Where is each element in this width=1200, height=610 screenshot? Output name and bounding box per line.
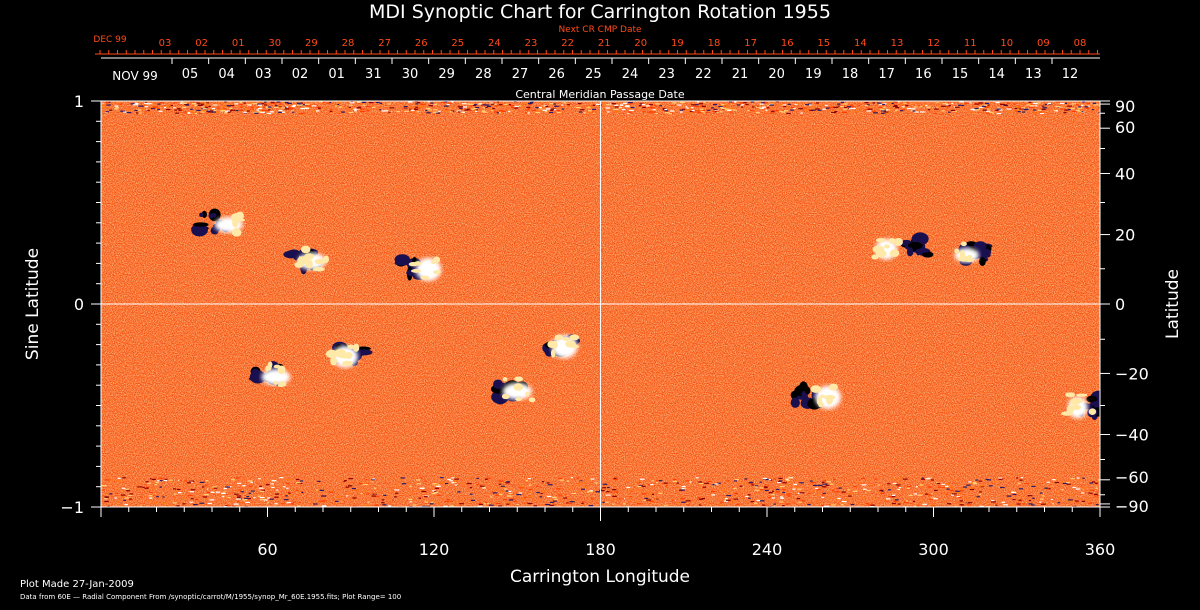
y-right-tick-label: 0 [1115,295,1125,314]
next-cr-day-label: 21 [598,38,611,49]
next-cr-day-label: 13 [891,38,904,49]
next-cr-day-label: 18 [708,38,721,49]
top-axis-cmp: NOV 99 Central Meridian Passage Date 05 0… [101,57,1100,101]
cmp-day-label: 25 [585,67,602,82]
next-cr-day-label: 22 [561,38,574,49]
active-region [790,381,841,410]
y-right-tick-label: −90 [1115,497,1149,516]
next-cr-day-label: 29 [305,38,318,49]
cmp-day-label: 26 [548,67,565,82]
next-cr-day-label: 08 [1074,38,1087,49]
active-region [325,341,373,368]
y-left-tick-label: 0 [74,295,84,314]
next-cr-month: DEC 99 [93,35,126,45]
cmp-month: NOV 99 [112,69,158,83]
cmp-day-label: 04 [218,67,235,82]
cmp-day-label: 24 [622,67,639,82]
cmp-day-label: 18 [842,67,859,82]
y-right-tick-label: −20 [1115,364,1149,383]
x-tick-label: 360 [1085,540,1116,559]
next-cr-day-label: 23 [525,38,538,49]
cmp-day-label: 22 [695,67,712,82]
x-tick-label: 120 [419,540,450,559]
y-right-tick-label: −40 [1115,425,1149,444]
next-cr-day-label: 12 [927,38,940,49]
y-right-tick-label: 20 [1115,226,1135,245]
active-region [248,361,291,387]
cmp-day-label: 31 [365,67,382,82]
y-left-tick-label: −1 [60,498,84,517]
cmp-day-label: 13 [1025,67,1042,82]
next-cr-day-label: 30 [268,38,281,49]
next-cr-day-label: 01 [232,38,245,49]
active-region [954,241,993,266]
next-cr-day-label: 14 [854,38,867,49]
chart-title: MDI Synoptic Chart for Carrington Rotati… [369,1,831,23]
next-cr-day-label: 10 [1000,38,1013,49]
cmp-day-label: 02 [292,67,309,82]
active-region [490,376,536,405]
axes: 60 120 180 240 300 360 −1 0 1 90 60 40 20 0 −20 −40 −60 −… [60,92,1148,559]
top-axis-next-cr-cmp: Next CR CMP Date DEC 99 03 02 01 30 29 28 27 26… [93,25,1100,55]
magnetogram-heatmap [101,101,1100,521]
next-cr-day-label: 20 [634,38,647,49]
next-cr-day-label: 28 [342,38,355,49]
next-cr-day-label: 16 [781,38,794,49]
cmp-axis-label: Central Meridian Passage Date [515,88,684,101]
cmp-day-label: 27 [512,67,529,82]
x-tick-label: 60 [257,540,277,559]
cmp-day-label: 30 [402,67,419,82]
x-tick-label: 180 [585,540,616,559]
next-cr-day-label: 26 [415,38,428,49]
y-axis-label-left: Sine Latitude [23,248,43,360]
cmp-day-label: 14 [988,67,1005,82]
y-axis-label-right: Latitude [1163,269,1183,339]
x-tick-label: 300 [918,540,949,559]
cmp-day-label: 29 [438,67,455,82]
x-tick-label: 240 [752,540,783,559]
active-region [1060,390,1100,421]
y-left-tick-label: 1 [74,92,84,111]
data-source-note: Data from 60E — Radial Component From /s… [20,593,402,601]
cmp-day-label: 01 [328,67,345,82]
active-region [871,232,934,260]
cmp-day-label: 23 [658,67,675,82]
next-cr-day-label: 19 [671,38,684,49]
next-cr-day-label: 15 [817,38,830,49]
active-region [283,245,329,275]
next-cr-day-label: 03 [159,38,172,49]
y-right-tick-label: 90 [1115,97,1135,116]
next-cr-day-label: 27 [378,38,391,49]
next-cr-day-label: 11 [964,38,977,49]
plot-made-note: Plot Made 27-Jan-2009 [20,579,134,590]
y-right-tick-label: 60 [1115,118,1135,137]
cmp-day-label: 03 [255,67,272,82]
cmp-day-label: 16 [915,67,932,82]
cmp-day-label: 17 [878,67,895,82]
active-region [542,334,581,359]
cmp-day-label: 19 [805,67,822,82]
active-region [191,208,246,237]
next-cr-day-label: 02 [195,38,208,49]
cmp-day-label: 12 [1062,67,1079,82]
next-cr-cmp-label: Next CR CMP Date [558,25,642,35]
y-right-tick-label: 40 [1115,165,1135,184]
next-cr-day-label: 09 [1037,38,1050,49]
next-cr-day-label: 25 [451,38,464,49]
active-region [394,254,442,282]
next-cr-day-label: 24 [488,38,501,49]
next-cr-day-label: 17 [744,38,757,49]
cmp-day-label: 28 [475,67,492,82]
cmp-day-label: 21 [732,67,749,82]
cmp-day-label: 15 [952,67,969,82]
y-right-tick-label: −60 [1115,468,1149,487]
cmp-day-label: 05 [182,67,199,82]
cmp-day-label: 20 [768,67,785,82]
x-axis-label: Carrington Longitude [510,567,690,587]
